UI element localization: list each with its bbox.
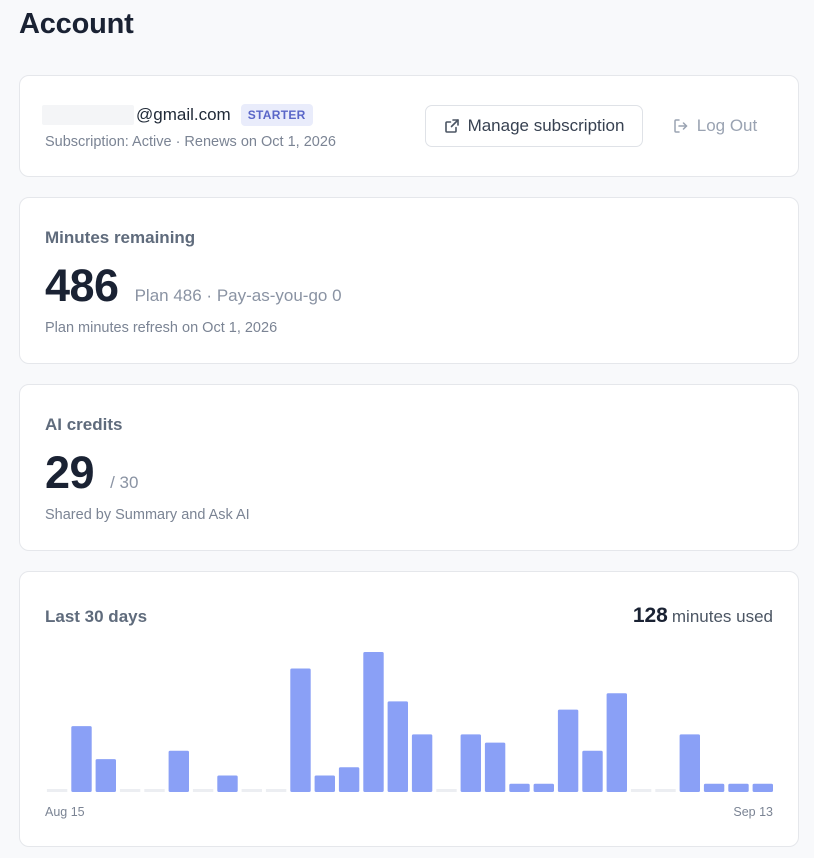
ai-credits-total: / 30 [110, 473, 139, 492]
x-axis-end-label: Sep 13 [733, 805, 773, 819]
ai-credits-label: AI credits [45, 415, 123, 434]
usage-bar [655, 789, 676, 792]
external-link-icon [444, 118, 460, 134]
minutes-label: Minutes remaining [45, 228, 196, 247]
email-domain: @gmail.com [136, 105, 231, 124]
usage-bar [557, 709, 579, 792]
usage-bar [217, 775, 238, 792]
usage-bar [411, 734, 433, 792]
usage-bar-chart [46, 652, 773, 792]
usage-bar [363, 652, 384, 792]
email-row: @gmail.com STARTER [42, 104, 313, 126]
usage-bar [703, 783, 725, 792]
usage-bar [484, 742, 506, 792]
usage-total-value: 128 [632, 604, 668, 627]
manage-subscription-button[interactable]: Manage subscription [425, 105, 643, 147]
usage-bar [314, 775, 335, 792]
redacted-email-user [42, 105, 134, 125]
account-card: @gmail.com STARTER Subscription: Active … [19, 75, 799, 177]
usage-bar [168, 750, 189, 792]
minutes-card: Minutes remaining 486 Plan 486 · Pay-as-… [19, 197, 799, 364]
usage-bar [241, 789, 262, 792]
usage-bar [630, 789, 652, 792]
usage-bar [46, 789, 68, 792]
usage-bar [606, 693, 627, 792]
usage-bar [436, 789, 457, 792]
ai-credits-card: AI credits 29 / 30 Shared by Summary and… [19, 384, 799, 551]
usage-bar [338, 767, 360, 792]
ai-credits-note: Shared by Summary and Ask AI [45, 507, 250, 523]
usage-bar [460, 734, 481, 792]
manage-subscription-label: Manage subscription [467, 116, 625, 135]
usage-bar [728, 783, 749, 792]
usage-bar [752, 783, 773, 792]
minutes-breakdown: Plan 486 · Pay-as-you-go 0 [134, 286, 342, 305]
minutes-value: 486 [45, 260, 119, 311]
logout-icon [673, 118, 689, 134]
logout-label: Log Out [696, 116, 758, 135]
usage-title: Last 30 days [45, 607, 148, 626]
plan-badge: STARTER [240, 104, 313, 126]
usage-total-suffix: minutes used [671, 607, 773, 626]
usage-bar [509, 783, 530, 792]
page-title: Account [19, 8, 134, 40]
usage-bar [533, 783, 554, 792]
usage-bar [387, 701, 408, 792]
usage-bar [119, 789, 141, 792]
usage-bar [192, 789, 214, 792]
ai-credits-value: 29 [45, 447, 95, 498]
usage-bar [290, 668, 311, 792]
usage-bar [265, 789, 287, 792]
usage-bar [144, 789, 165, 792]
usage-bar [95, 759, 116, 792]
ai-credits-value-row: 29 / 30 [45, 447, 138, 499]
usage-bar [679, 734, 700, 792]
x-axis-start-label: Aug 15 [45, 805, 85, 819]
usage-bar [582, 750, 603, 792]
usage-total: 128 minutes used [633, 604, 773, 628]
minutes-refresh-note: Plan minutes refresh on Oct 1, 2026 [45, 320, 278, 336]
usage-bar [71, 726, 92, 792]
subscription-status: Subscription: Active · Renews on Oct 1, … [45, 134, 336, 150]
logout-button[interactable]: Log Out [665, 105, 765, 147]
usage-card: Last 30 days 128 minutes used Aug 15 Sep … [19, 571, 799, 847]
minutes-value-row: 486 Plan 486 · Pay-as-you-go 0 [45, 260, 342, 312]
